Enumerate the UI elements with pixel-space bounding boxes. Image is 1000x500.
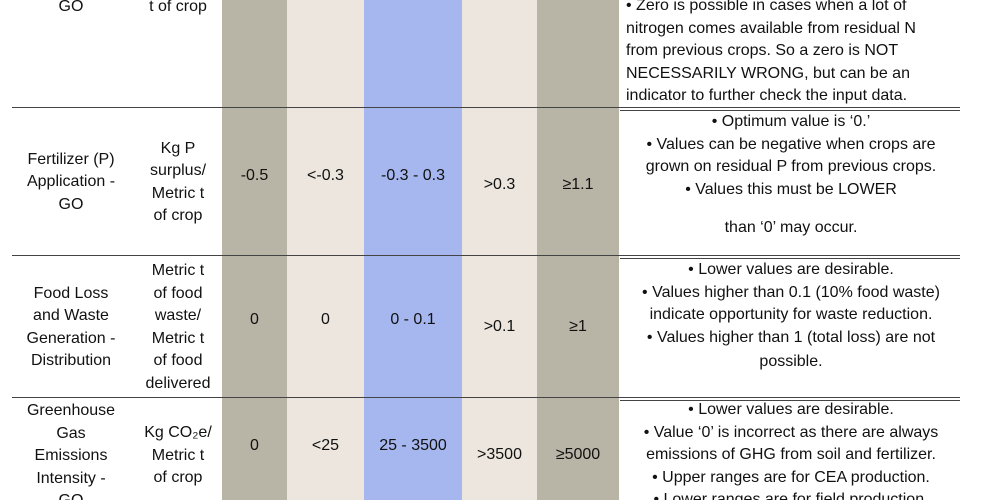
note-line: nitrogen comes available from residual N <box>626 19 916 37</box>
row-2-value-1: 0 <box>250 310 259 328</box>
row-divider <box>12 107 960 108</box>
note-line: • Values can be negative when crops are <box>646 135 936 153</box>
row-0-unit: t of crop <box>138 0 218 18</box>
band-col-4 <box>462 0 537 500</box>
unit-line: Metric t <box>151 262 205 279</box>
note-line: from previous crops. So a zero is NOT <box>626 42 899 59</box>
note-line: indicate opportunity for waste reduction… <box>649 306 933 323</box>
name-line: Distribution <box>30 352 112 369</box>
note-line: • Optimum value is ‘0.’ <box>711 113 871 130</box>
unit-line: delivered <box>145 374 211 392</box>
unit-line: Metric t <box>151 329 205 347</box>
note-line: grown on residual P from previous crops. <box>645 158 937 175</box>
note-line: than ‘0’ may occur. <box>724 219 858 236</box>
row-2-value-5: ≥1 <box>569 317 587 335</box>
name-line: Greenhouse <box>26 402 116 419</box>
row-3-value-4: >3500 <box>477 445 522 463</box>
row-2-notes: • Lower values are desirable. • Values h… <box>626 259 956 374</box>
row-2-indicator-name: Food Loss and Waste Generation - Distrib… <box>20 258 122 397</box>
row-3-value-3: 25 - 3500 <box>379 436 447 454</box>
row-1-value-4: >0.3 <box>483 175 516 193</box>
row-2-unit: Metric t of food waste/ Metric t of food… <box>136 258 220 397</box>
name-line: GO <box>58 195 84 213</box>
row-3-unit: Kg CO₂e/ Metric t of crop <box>136 422 220 490</box>
row-1-notes: • Optimum value is ‘0.’ • Values can be … <box>626 111 956 240</box>
name-line: and Waste <box>33 307 109 324</box>
row-1-unit: Kg P surplus/ Metric t of crop <box>138 110 218 255</box>
note-line: • Values this must be LOWER <box>685 180 897 198</box>
note-line: • Upper ranges are for CEA production. <box>652 468 930 486</box>
row-1-indicator-name: Fertilizer (P) Application - GO <box>20 110 122 255</box>
note-line: • Lower values are desirable. <box>688 261 894 278</box>
row-divider <box>12 397 960 398</box>
note-line: • Lower values are desirable. <box>688 401 894 418</box>
row-3-value-5: ≥5000 <box>555 445 601 463</box>
unit-line: Kg P <box>160 139 196 157</box>
band-col-2 <box>287 0 364 500</box>
unit-line: of crop <box>153 207 203 224</box>
note-line: emissions of GHG from soil and fertilize… <box>646 446 936 463</box>
note-line: • Values higher than 0.1 (10% food waste… <box>642 283 940 301</box>
row-divider <box>12 255 960 256</box>
name-line: Emissions <box>34 447 108 464</box>
unit-line: Metric t <box>151 446 205 464</box>
row-3-notes: • Lower values are desirable. • Value ‘0… <box>626 399 956 500</box>
unit-line: waste/ <box>154 307 202 324</box>
name-line: Generation - <box>26 329 116 347</box>
note-line: • Zero is possible in cases when a lot o… <box>626 0 907 14</box>
notes-divider <box>620 400 960 401</box>
unit-line: of food <box>153 352 203 369</box>
row-2-value-4: >0.1 <box>483 317 516 335</box>
band-col-3 <box>364 0 462 500</box>
row-1-value-1: -0.5 <box>240 166 269 184</box>
name-line: Application - <box>26 173 116 191</box>
unit-line: t of crop <box>149 0 207 15</box>
unit-line: Metric t <box>151 184 205 202</box>
row-1-value-2: <-0.3 <box>307 166 344 184</box>
row-3-value-2: <25 <box>311 436 340 454</box>
name-line: GO <box>59 490 84 500</box>
unit-line: surplus/ <box>149 162 207 179</box>
notes-divider <box>620 258 960 259</box>
name-line: Intensity - <box>36 469 106 487</box>
band-col-5 <box>537 0 619 500</box>
note-line: NECESSARILY WRONG, but can be an <box>626 64 910 82</box>
unit-line: Kg CO₂e/ <box>144 424 212 441</box>
name-line: Fertilizer (P) <box>27 150 115 168</box>
note-line: • Value ‘0’ is incorrect as there are al… <box>643 423 939 441</box>
row-2-value-3: 0 - 0.1 <box>390 310 436 328</box>
note-line: indicator to further check the input dat… <box>626 87 908 104</box>
row-3-value-1: 0 <box>250 436 259 454</box>
row-1-value-5: ≥1.1 <box>562 175 594 193</box>
band-col-1 <box>222 0 287 500</box>
note-line: • Values higher than 1 (total loss) are … <box>646 328 936 346</box>
note-line: possible. <box>759 353 823 370</box>
notes-divider <box>620 110 960 111</box>
note-line: • Lower ranges are for field production. <box>653 491 929 500</box>
row-0-notes: • Zero is possible in cases when a lot o… <box>626 0 956 108</box>
row-2-value-2: 0 <box>321 310 330 328</box>
unit-line: of food <box>153 284 203 302</box>
row-3-indicator-name: Greenhouse Gas Emissions Intensity - GO <box>20 400 122 500</box>
row-0-indicator-name: GO <box>20 0 122 18</box>
name-line: GO <box>58 0 84 15</box>
row-1-value-3: -0.3 - 0.3 <box>380 166 446 184</box>
unit-line: of crop <box>153 469 203 486</box>
name-line: Gas <box>56 424 86 442</box>
name-line: Food Loss <box>33 284 109 302</box>
